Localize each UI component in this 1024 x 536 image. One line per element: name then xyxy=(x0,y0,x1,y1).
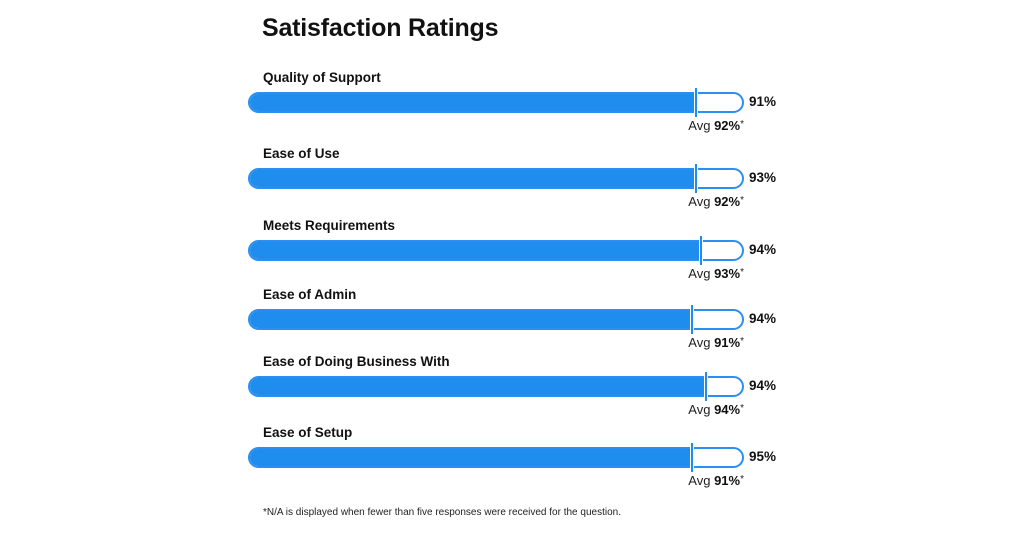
rating-score: 94% xyxy=(749,311,777,326)
rating-bar xyxy=(250,170,697,187)
rating-row: Ease of Doing Business With 94% Avg 94%* xyxy=(0,354,1024,424)
avg-prefix: Avg xyxy=(688,473,711,488)
avg-marker xyxy=(690,305,694,334)
avg-value: 91% xyxy=(714,473,741,488)
avg-label: Avg 93%* xyxy=(688,266,744,281)
avg-marker xyxy=(694,88,698,117)
avg-prefix: Avg xyxy=(688,118,711,133)
rating-track xyxy=(248,168,744,189)
rating-score: 94% xyxy=(749,378,777,393)
rating-row: Ease of Setup 95% Avg 91%* xyxy=(0,425,1024,495)
rating-row: Ease of Use 93% Avg 92%* xyxy=(0,146,1024,216)
rating-bar xyxy=(250,378,707,395)
avg-value: 92% xyxy=(714,194,741,209)
rating-score: 95% xyxy=(749,449,777,464)
avg-marker xyxy=(694,164,698,193)
chart-title: Satisfaction Ratings xyxy=(262,14,499,42)
avg-asterisk: * xyxy=(740,119,744,130)
avg-asterisk: * xyxy=(740,474,744,485)
avg-prefix: Avg xyxy=(688,402,711,417)
avg-value: 93% xyxy=(714,266,741,281)
rating-bar xyxy=(250,311,693,328)
avg-value: 94% xyxy=(714,402,741,417)
rating-bar xyxy=(250,242,702,259)
avg-label: Avg 92%* xyxy=(688,194,744,209)
avg-marker xyxy=(699,236,703,265)
rating-bar xyxy=(250,94,697,111)
avg-prefix: Avg xyxy=(688,266,711,281)
avg-label: Avg 92%* xyxy=(688,118,744,133)
rating-track xyxy=(248,376,744,397)
avg-asterisk: * xyxy=(740,336,744,347)
rating-score: 94% xyxy=(749,242,777,257)
avg-value: 91% xyxy=(714,335,741,350)
avg-label: Avg 94%* xyxy=(688,402,744,417)
rating-row: Quality of Support 91% Avg 92%* xyxy=(0,70,1024,140)
rating-track xyxy=(248,240,744,261)
rating-label: Quality of Support xyxy=(263,70,381,85)
avg-label: Avg 91%* xyxy=(688,335,744,350)
avg-label: Avg 91%* xyxy=(688,473,744,488)
rating-track xyxy=(248,309,744,330)
avg-asterisk: * xyxy=(740,195,744,206)
avg-marker xyxy=(704,372,708,401)
avg-marker xyxy=(690,443,694,472)
rating-row: Ease of Admin 94% Avg 91%* xyxy=(0,287,1024,357)
rating-label: Ease of Setup xyxy=(263,425,353,440)
avg-asterisk: * xyxy=(740,267,744,278)
rating-track xyxy=(248,447,744,468)
rating-row: Meets Requirements 94% Avg 93%* xyxy=(0,218,1024,288)
rating-label: Ease of Doing Business With xyxy=(263,354,450,369)
rating-label: Ease of Admin xyxy=(263,287,357,302)
avg-prefix: Avg xyxy=(688,335,711,350)
rating-label: Meets Requirements xyxy=(263,218,396,233)
rating-score: 91% xyxy=(749,94,777,109)
avg-prefix: Avg xyxy=(688,194,711,209)
rating-label: Ease of Use xyxy=(263,146,340,161)
rating-bar xyxy=(250,449,693,466)
footnote: *N/A is displayed when fewer than five r… xyxy=(263,507,621,518)
avg-value: 92% xyxy=(714,118,741,133)
rating-score: 93% xyxy=(749,170,777,185)
avg-asterisk: * xyxy=(740,403,744,414)
rating-track xyxy=(248,92,744,113)
